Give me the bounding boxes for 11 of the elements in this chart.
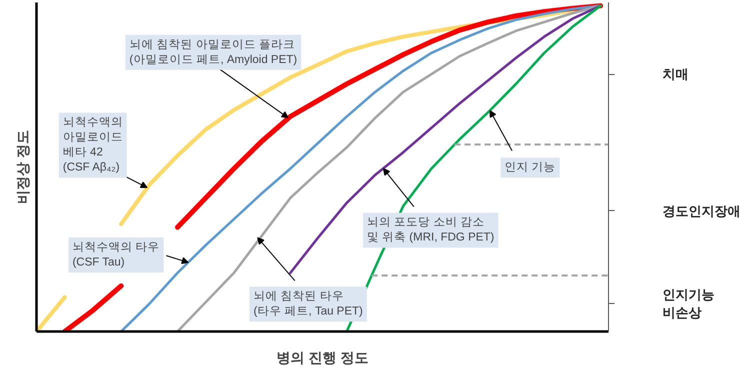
annotation: 인지 기능 [504,162,556,174]
annotation: 뇌척수액의 아밀로이드 베타 42 (CSF Aβ₄₂) [62,116,123,174]
text: 경도인지장애 [662,203,740,218]
annotation: 뇌의 포도당 소비 감소 및 위축 (MRI, FDG PET) [366,216,494,244]
text: 인지기능 비손상 [662,286,714,320]
annotation: 뇌에 침착된 타우 (타우 페트, Tau PET) [254,290,364,318]
text: 치매 [662,66,688,82]
annotation: 뇌에 침착된 아밀로이드 플라크 (아밀로이드 페트, Amyloid PET) [129,38,298,66]
y-axis-title: 비정상 정도 [14,130,30,204]
annotation: 뇌척수액의 타우 (CSF Tau) [72,241,160,268]
x-axis-title: 병의 진행 정도 [276,350,368,366]
